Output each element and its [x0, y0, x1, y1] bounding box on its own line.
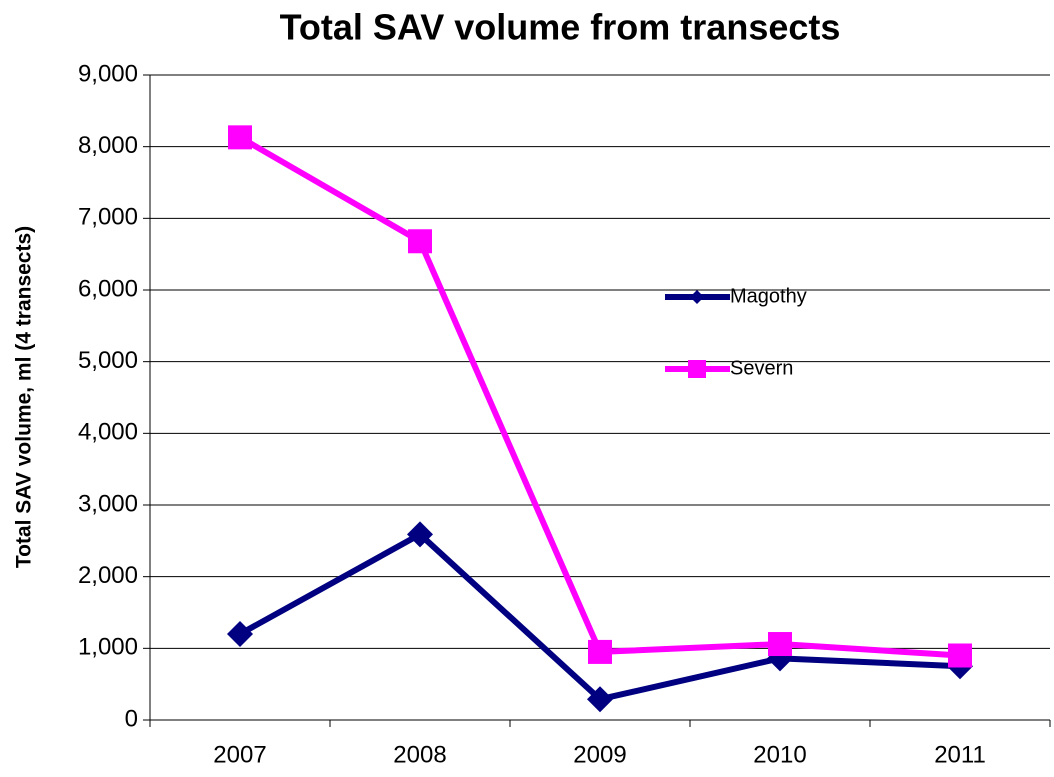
data-point	[407, 521, 433, 548]
x-tick-label: 2007	[213, 741, 266, 768]
y-tick-label: 6,000	[78, 275, 138, 302]
x-tick-label: 2008	[393, 741, 446, 768]
y-tick-label: 9,000	[78, 60, 138, 87]
x-tick-label: 2009	[573, 741, 626, 768]
legend-marker	[690, 290, 704, 304]
data-point	[948, 643, 972, 668]
data-point	[768, 632, 792, 657]
y-tick-label: 3,000	[78, 490, 138, 517]
legend-label: Severn	[730, 357, 793, 379]
data-point	[227, 621, 253, 647]
y-tick-label: 8,000	[78, 132, 138, 159]
x-tick-label: 2010	[753, 741, 806, 768]
y-tick-label: 1,000	[78, 634, 138, 661]
y-axis-label: Total SAV volume, ml (4 transects)	[13, 226, 36, 568]
data-point	[228, 125, 252, 150]
y-tick-label: 7,000	[78, 204, 138, 231]
chart-title: Total SAV volume from transects	[280, 7, 841, 48]
y-tick-label: 4,000	[78, 419, 138, 446]
x-tick-label: 2011	[934, 741, 986, 768]
legend-label: Magothy	[730, 285, 807, 307]
series-line	[238, 134, 961, 659]
y-tick-label: 0	[125, 705, 138, 732]
legend-marker	[688, 360, 706, 378]
data-point	[588, 639, 612, 664]
y-tick-label: 2,000	[78, 562, 138, 589]
data-point	[408, 229, 432, 254]
data-point	[587, 686, 613, 713]
y-tick-label: 5,000	[78, 347, 138, 374]
series-line	[238, 531, 961, 703]
